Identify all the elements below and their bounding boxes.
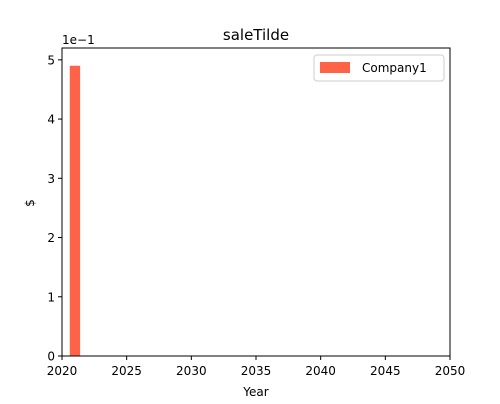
bars-group (69, 65, 81, 357)
chart-title: saleTilde (223, 26, 289, 44)
legend-box (313, 54, 445, 82)
y-axis-label: $ (23, 199, 37, 207)
x-tick-label: 2045 (370, 364, 401, 378)
bar-Company1-2021 (69, 65, 81, 357)
x-tick-label: 2020 (47, 364, 78, 378)
x-axis-ticks: 2020 2025 2030 2035 2040 2045 2050 (47, 356, 466, 378)
plot-frame (61, 47, 451, 357)
x-tick-label: 2040 (305, 364, 336, 378)
y-tick-label: 5 (47, 53, 55, 67)
x-tick-label: 2030 (176, 364, 207, 378)
y-tick-label: 3 (47, 172, 55, 186)
y-axis-offset-label: 1e−1 (62, 33, 95, 47)
y-tick-label: 4 (47, 113, 55, 127)
y-axis-ticks: 0 1 2 3 4 5 (47, 53, 62, 364)
y-tick-label: 2 (47, 231, 55, 245)
x-tick-label: 2035 (241, 364, 272, 378)
x-tick-label: 2050 (435, 364, 466, 378)
y-tick-label: 1 (47, 290, 55, 304)
y-tick-label: 0 (47, 350, 55, 364)
legend-label: Company1 (362, 61, 427, 75)
x-tick-label: 2025 (111, 364, 142, 378)
legend-swatch (320, 62, 350, 73)
x-axis-label: Year (242, 385, 268, 399)
legend: Company1 (313, 54, 445, 82)
